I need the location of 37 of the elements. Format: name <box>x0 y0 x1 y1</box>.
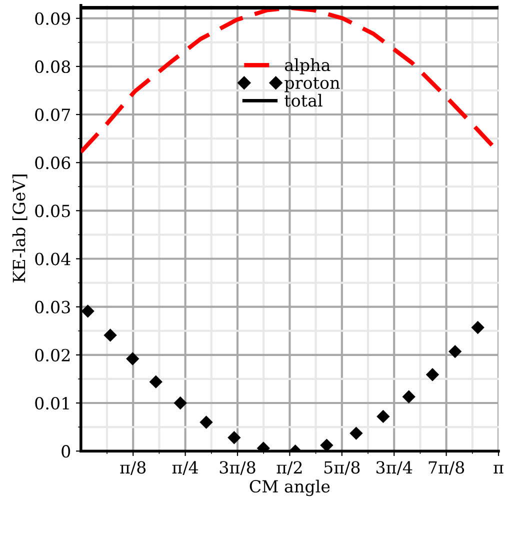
y-tick-label: 0.03 <box>35 300 70 314</box>
x-tick-label: 3π/8 <box>220 461 256 476</box>
y-tick-label: 0.05 <box>35 204 70 218</box>
point <box>376 410 390 424</box>
y-axis-title: KE-lab [GeV] <box>12 174 28 282</box>
x-tick-label: π <box>494 464 504 474</box>
point <box>126 352 140 366</box>
point <box>81 304 94 318</box>
y-tick-label: 0.08 <box>35 60 70 73</box>
y-tick-label: 0.01 <box>35 396 69 410</box>
point <box>426 368 440 382</box>
point <box>149 375 162 388</box>
y-tick-label: 0.04 <box>35 252 70 266</box>
legend-label: proton <box>284 77 340 92</box>
x-tick-label: 3π/4 <box>376 461 412 476</box>
legend-label: alpha <box>284 58 330 74</box>
point <box>350 426 363 440</box>
y-tick-label: 0 <box>62 445 70 458</box>
y-tick-label: 0.06 <box>35 156 70 170</box>
point <box>228 431 241 444</box>
x-tick-label: 5π/8 <box>324 461 360 476</box>
point <box>200 416 213 429</box>
legend-label: total <box>284 94 322 107</box>
x-tick-label: π/8 <box>120 461 146 476</box>
x-axis-title: CM angle <box>250 480 330 496</box>
y-tick-label: 0.09 <box>35 12 70 25</box>
y-tick-label: 0.02 <box>35 348 70 362</box>
x-tick-label: π/4 <box>172 461 198 476</box>
point <box>174 396 187 410</box>
point <box>471 320 484 334</box>
x-tick-label: π/2 <box>276 461 302 476</box>
point <box>320 438 334 452</box>
point <box>104 328 117 342</box>
point <box>402 390 416 404</box>
y-tick-label: 0.07 <box>35 108 70 122</box>
x-tick-label: 7π/8 <box>428 461 464 476</box>
point <box>448 344 462 358</box>
